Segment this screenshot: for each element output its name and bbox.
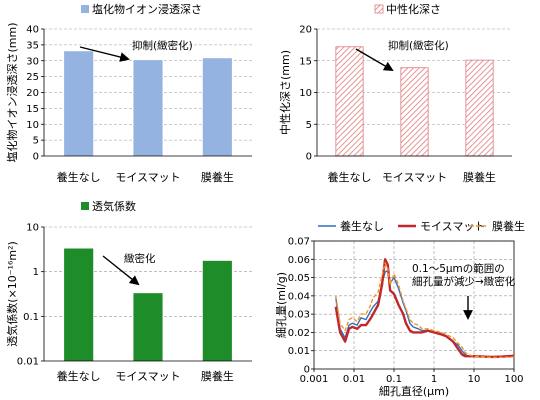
series-line-3 xyxy=(335,262,515,359)
category-label: 養生なし xyxy=(328,170,372,184)
x-tick-label: 0.01 xyxy=(343,374,365,385)
legend-swatch xyxy=(81,202,89,210)
legend-label: 透気係数 xyxy=(92,199,136,213)
annotation-arrow xyxy=(102,255,140,286)
bar-3 xyxy=(202,58,232,156)
bar-2 xyxy=(133,60,163,156)
y-tick-label: 40 xyxy=(26,25,39,36)
bar-2 xyxy=(400,67,429,157)
category-label: 膜養生 xyxy=(201,170,234,184)
y-tick-label: 0.02 xyxy=(288,328,310,339)
x-tick-label: 0.001 xyxy=(300,374,329,385)
bar-1 xyxy=(64,51,94,156)
y-tick-label: 25 xyxy=(26,72,39,83)
y-tick-label: 0.07 xyxy=(288,237,310,248)
y-tick-label: 5 xyxy=(306,120,312,131)
category-label: モイスマット xyxy=(382,171,447,184)
chart-panel-4: 0 0.01 0.02 0.03 0.04 0.05 0.06 0.07 0.001 0.01 0.… xyxy=(275,219,525,398)
y-tick-label: 30 xyxy=(26,56,39,67)
bar-3 xyxy=(465,59,494,157)
annotation-text: 抑制(緻密化) xyxy=(388,39,449,52)
legend-label: 塩化物イオン浸透深さ xyxy=(92,2,202,16)
annotation-arrow xyxy=(79,46,130,62)
y-tick-label: 0 xyxy=(306,152,312,163)
x-axis-label: 細孔直径(μm) xyxy=(379,384,449,398)
bar-2 xyxy=(133,293,163,361)
category-label: モイスマット xyxy=(115,370,180,383)
y-tick-label: 10 xyxy=(26,223,39,234)
y-tick-label: 0.04 xyxy=(288,291,310,302)
y-tick-label: 20 xyxy=(26,88,39,99)
legend-label: モイスマット xyxy=(420,220,485,233)
annotation-text: 0.1～5μmの範囲の xyxy=(412,262,505,275)
y-axis-label: 塩化物イオン浸透深さ(mm) xyxy=(5,22,19,162)
annotation-text: 抑制(緻密化) xyxy=(132,39,193,52)
category-label: モイスマット xyxy=(115,171,180,184)
y-tick-label: 10 xyxy=(26,120,39,131)
y-tick-label: 0.03 xyxy=(288,310,310,321)
series-line-2 xyxy=(334,258,515,359)
legend-label: 養生なし xyxy=(340,219,384,233)
bar-1 xyxy=(335,46,364,157)
annotation-text: 細孔量が減少→緻密化 xyxy=(412,275,516,288)
chart-panel-2: 0 5 10 15 20 養生なし モイスマット 膜養生 中性化深さ(mm) 中性化深さ抑制(緻密… xyxy=(278,2,512,184)
y-tick-label: 0.05 xyxy=(288,273,310,284)
y-tick-label: 20 xyxy=(299,25,312,36)
legend-label: 膜養生 xyxy=(492,219,525,233)
chart-panel-3: 0.01 0.1 1 10 養生なし モイスマット 膜養生 透気係数(×10⁻¹⁶m²) 透気係… xyxy=(5,199,252,383)
y-tick-label: 0 xyxy=(33,152,39,163)
legend-swatch xyxy=(374,4,384,14)
x-tick-label: 10 xyxy=(468,374,481,385)
annotation-text: 緻密化 xyxy=(124,252,156,265)
y-axis-label: 細孔量(ml/g) xyxy=(275,272,288,338)
legend-swatch xyxy=(81,5,89,13)
y-tick-label: 35 xyxy=(26,40,39,51)
y-axis-label: 透気係数(×10⁻¹⁶m²) xyxy=(5,241,19,347)
category-label: 養生なし xyxy=(57,170,101,184)
category-label: 養生なし xyxy=(57,369,101,383)
chart-panel-1: 0 5 10 15 20 25 30 35 40 養生なし モイスマット 膜養生 塩化物イオン浸透深さ(… xyxy=(5,2,252,184)
annotation-arrow xyxy=(355,48,394,71)
legend-label: 中性化深さ xyxy=(386,2,441,16)
category-label: 膜養生 xyxy=(201,369,234,383)
x-tick-label: 100 xyxy=(504,374,523,385)
plot-frame xyxy=(313,240,515,370)
x-tick-label: 0.1 xyxy=(386,374,402,385)
x-tick-label: 1 xyxy=(431,374,437,385)
y-tick-label: 0 xyxy=(304,365,310,376)
y-tick-label: 0.1 xyxy=(23,312,39,323)
y-tick-label: 15 xyxy=(299,56,312,67)
bar-1 xyxy=(64,248,94,361)
y-axis-label: 中性化深さ(mm) xyxy=(278,50,292,135)
bar-3 xyxy=(202,260,232,361)
y-tick-label: 0.06 xyxy=(288,255,310,266)
category-label: 膜養生 xyxy=(463,170,496,184)
y-tick-label: 0.01 xyxy=(17,357,39,368)
y-tick-label: 0.01 xyxy=(288,346,310,357)
y-tick-label: 15 xyxy=(26,104,39,115)
y-tick-label: 10 xyxy=(299,88,312,99)
y-tick-label: 5 xyxy=(33,136,39,147)
y-tick-label: 1 xyxy=(33,267,39,278)
